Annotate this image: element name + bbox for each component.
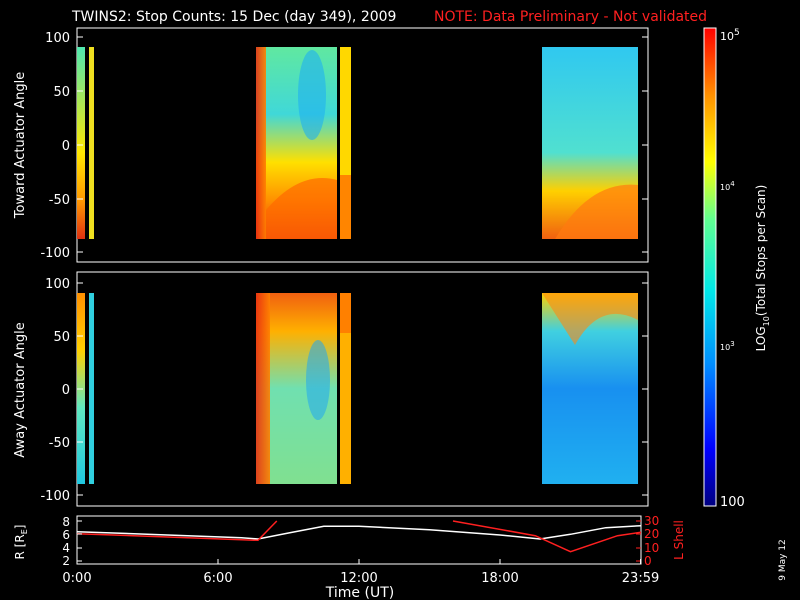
colorbar-label: LOG10(Total Stops per Scan) (754, 185, 771, 352)
toward-ylabel: Toward Actuator Angle (13, 72, 28, 219)
colorbar-tick-mid1: 104 (720, 180, 735, 192)
x-ticks: 0:00 6:00 12:00 18:00 23:59 (62, 559, 659, 586)
away-ytick: -50 (49, 436, 70, 451)
toward-panel: 100 50 0 -50 -100 Toward Actuator Angle (13, 27, 649, 263)
x-tick-label: 12:00 (340, 571, 377, 586)
orbit-right-ytick: 0 (644, 554, 652, 568)
toward-block-4 (340, 47, 351, 239)
x-axis-label: Time (UT) (325, 585, 394, 600)
date-stamp: 9 May 12 (778, 539, 788, 581)
toward-ytick: 0 (62, 139, 70, 154)
colorbar-tick-mid2: 103 (720, 340, 735, 352)
toward-heatmap (77, 47, 638, 239)
orbit-right-ytick: 20 (644, 527, 659, 541)
away-panel: 100 50 0 -50 -100 Away Actuator Angle (13, 271, 649, 507)
orbit-right-ytick: 10 (644, 541, 659, 555)
orbit-series-line-0 (76, 524, 642, 540)
away-heatmap (77, 293, 638, 484)
x-tick-label: 0:00 (62, 571, 91, 586)
orbit-lines (76, 520, 642, 553)
colorbar-tick-bottom: 100 (720, 495, 745, 510)
x-tick-label: 6:00 (203, 571, 232, 586)
away-ytick: 0 (62, 383, 70, 398)
orbit-left-ytick: 8 (62, 515, 70, 529)
away-ytick: 100 (45, 277, 70, 292)
toward-ytick: 100 (45, 31, 70, 46)
preliminary-note: NOTE: Data Preliminary - Not validated (434, 9, 707, 25)
away-block-2 (89, 293, 94, 484)
toward-block-2 (89, 47, 94, 239)
orbit-right-ytick: 30 (644, 514, 659, 528)
toward-ytick: 50 (53, 85, 70, 100)
orbit-left-ylabel: R [RE] (13, 525, 29, 560)
x-tick-label: 18:00 (481, 571, 518, 586)
away-block-4 (340, 293, 351, 484)
chart-title: TWINS2: Stop Counts: 15 Dec (day 349), 2… (71, 9, 396, 25)
orbit-left-ytick: 2 (62, 554, 70, 568)
colorbar-tick-top: 105 (720, 28, 740, 43)
orbit-left-ytick: 6 (62, 528, 70, 542)
x-tick-label: 23:59 (622, 571, 659, 586)
orbit-left-ytick: 4 (62, 541, 70, 555)
toward-ytick: -100 (40, 246, 70, 261)
away-ylabel: Away Actuator Angle (13, 322, 28, 457)
toward-block-1 (77, 47, 85, 239)
orbit-series-line-1-0 (76, 520, 278, 542)
away-ytick: 50 (53, 330, 70, 345)
orbit-right-ylabel: L Shell (672, 520, 686, 560)
orbit-panel: 8 6 4 2 30 20 10 0 R [RE] L Shell 0:00 6:… (13, 514, 686, 600)
orbit-series-line-1-1 (452, 520, 642, 553)
colorbar: 105 104 103 100 LOG10(Total Stops per Sc… (703, 27, 771, 510)
away-ytick: -100 (40, 489, 70, 504)
toward-ytick: -50 (49, 193, 70, 208)
